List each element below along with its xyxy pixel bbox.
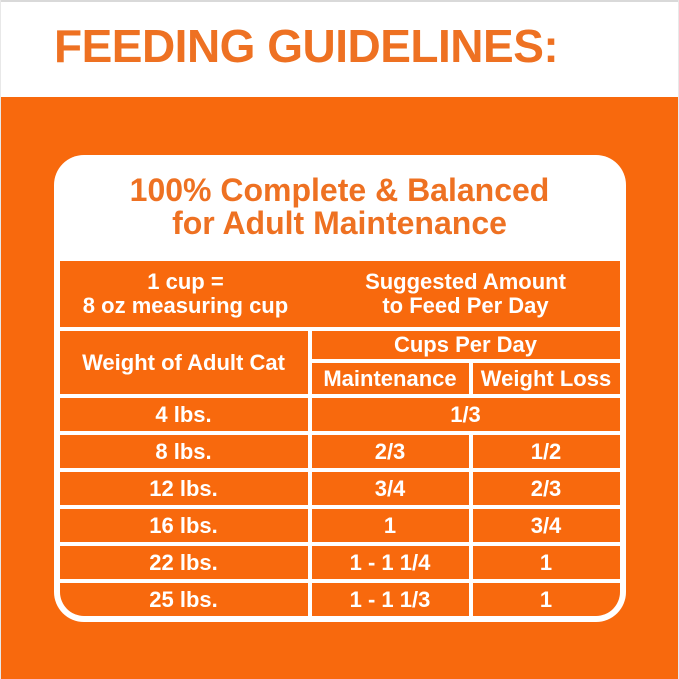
suggested-amount-cell: Suggested Amount to Feed Per Day bbox=[311, 261, 620, 327]
weight-cell: 22 lbs. bbox=[59, 546, 308, 579]
cups-per-day-header-group: Cups Per Day Maintenance Weight Loss bbox=[311, 331, 620, 394]
table-row: 8 lbs. 2/3 1/2 bbox=[59, 435, 620, 468]
weight-loss-cell: 3/4 bbox=[472, 509, 620, 542]
suggested-amount-line2: to Feed Per Day bbox=[382, 293, 549, 318]
suggested-amount-line1: Suggested Amount bbox=[365, 269, 566, 294]
feeding-table: 1 cup = 8 oz measuring cup Suggested Amo… bbox=[59, 261, 620, 616]
cup-measure-note-line1: 1 cup = bbox=[147, 269, 224, 294]
header-band: FEEDING GUIDELINES: bbox=[0, 2, 679, 97]
maintenance-cell: 1 bbox=[311, 509, 469, 542]
weight-cell: 12 lbs. bbox=[59, 472, 308, 505]
card-title-line1: 100% Complete & Balanced bbox=[129, 172, 550, 208]
card-title: 100% Complete & Balanced for Adult Maint… bbox=[60, 161, 620, 261]
weight-cell: 8 lbs. bbox=[59, 435, 308, 468]
maintenance-cell: 3/4 bbox=[311, 472, 469, 505]
table-row: 12 lbs. 3/4 2/3 bbox=[59, 472, 620, 505]
table-row: 4 lbs. 1/3 bbox=[59, 398, 620, 431]
table-row: 25 lbs. 1 - 1 1/3 1 bbox=[59, 583, 620, 616]
weight-cell: 25 lbs. bbox=[59, 583, 308, 616]
combined-amount-cell: 1/3 bbox=[311, 398, 620, 431]
maintenance-cell: 1 - 1 1/3 bbox=[311, 583, 469, 616]
cups-subheader-row: Maintenance Weight Loss bbox=[311, 363, 620, 394]
orange-background: 100% Complete & Balanced for Adult Maint… bbox=[0, 97, 679, 679]
cup-measure-note-line2: 8 oz measuring cup bbox=[82, 293, 289, 318]
maintenance-cell: 1 - 1 1/4 bbox=[311, 546, 469, 579]
cups-per-day-header: Cups Per Day bbox=[311, 331, 620, 359]
weight-loss-cell: 1 bbox=[472, 583, 620, 616]
cup-measure-note-cell: 1 cup = 8 oz measuring cup bbox=[59, 261, 312, 327]
weight-loss-cell: 2/3 bbox=[472, 472, 620, 505]
table-row: 16 lbs. 1 3/4 bbox=[59, 509, 620, 542]
feeding-card: 100% Complete & Balanced for Adult Maint… bbox=[53, 155, 626, 622]
table-column-header-row: Weight of Adult Cat Cups Per Day Mainten… bbox=[59, 331, 620, 394]
weight-loss-header: Weight Loss bbox=[472, 363, 620, 394]
weight-of-adult-cat-header: Weight of Adult Cat bbox=[59, 331, 308, 394]
table-header-note-row: 1 cup = 8 oz measuring cup Suggested Amo… bbox=[59, 261, 620, 327]
card-title-line2: for Adult Maintenance bbox=[172, 205, 507, 241]
table-row: 22 lbs. 1 - 1 1/4 1 bbox=[59, 546, 620, 579]
weight-loss-cell: 1/2 bbox=[472, 435, 620, 468]
maintenance-cell: 2/3 bbox=[311, 435, 469, 468]
page-title: FEEDING GUIDELINES: bbox=[54, 20, 559, 72]
maintenance-header: Maintenance bbox=[311, 363, 469, 394]
weight-cell: 4 lbs. bbox=[59, 398, 308, 431]
top-edge-line bbox=[0, 0, 679, 2]
weight-cell: 16 lbs. bbox=[59, 509, 308, 542]
weight-loss-cell: 1 bbox=[472, 546, 620, 579]
